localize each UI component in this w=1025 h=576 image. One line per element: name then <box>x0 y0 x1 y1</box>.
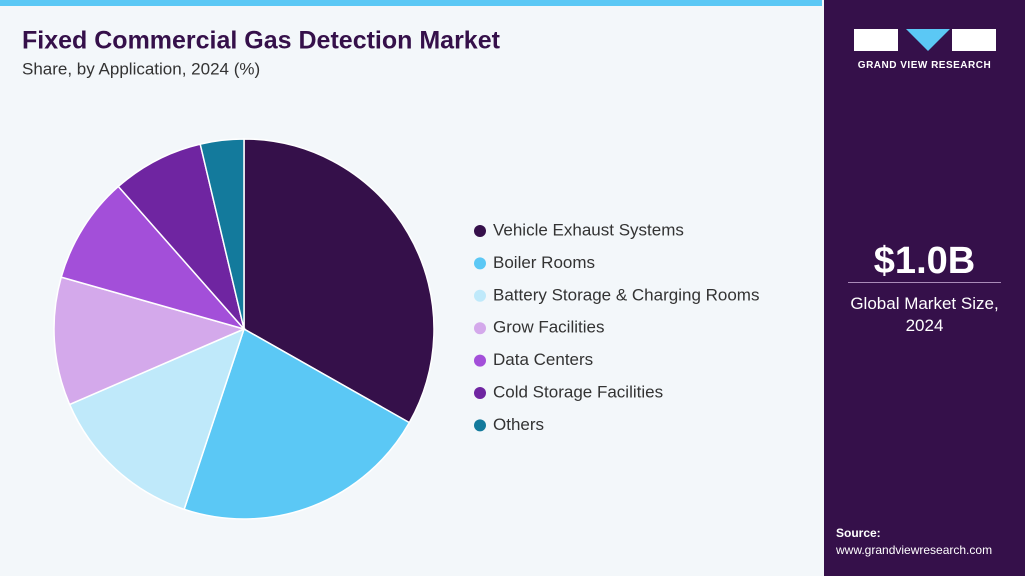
pie-slice <box>183 327 411 520</box>
brand: GRAND VIEW RESEARCH <box>857 60 992 71</box>
legend-label: Boiler Rooms <box>493 253 595 272</box>
logo-block <box>854 29 898 51</box>
chart: Fixed Commercial Gas Detection Market Sh… <box>22 27 759 520</box>
legend-label: Battery Storage & Charging Rooms <box>493 285 759 304</box>
legend-swatch <box>474 354 486 367</box>
chart-subtitle: Share, by Application, 2024 (%) <box>22 59 260 78</box>
legend-swatch <box>474 257 486 270</box>
logo-block <box>952 29 996 51</box>
legend-swatch <box>474 225 486 237</box>
divider <box>848 282 1001 283</box>
legend-label: Grow Facilities <box>493 318 604 337</box>
legend-swatch <box>474 387 486 399</box>
pie-slice <box>117 143 245 330</box>
pie-slice <box>68 327 246 511</box>
pie-slice <box>60 185 247 331</box>
pie-slice <box>53 276 247 406</box>
legend-label: Others <box>493 415 544 434</box>
sidebar: GRAND VIEW RESEARCH $1.0B Global Market … <box>824 0 1025 576</box>
pie-slice <box>243 138 435 424</box>
market-size: $1.0B <box>873 240 976 282</box>
logo-triangle <box>906 29 950 51</box>
source-label: Source: <box>836 526 881 540</box>
legend-swatch <box>474 322 486 335</box>
market-size-label: Global Market Size, 2024 <box>850 294 999 335</box>
top-bar <box>0 0 822 6</box>
source-url: www.grandviewresearch.com <box>836 543 993 557</box>
legend-swatch <box>474 419 486 432</box>
pie-slice <box>199 138 245 330</box>
legend-swatch <box>474 289 486 302</box>
legend-label: Vehicle Exhaust Systems <box>493 220 684 239</box>
legend-label: Cold Storage Facilities <box>493 382 663 401</box>
chart-title: Fixed Commercial Gas Detection Market <box>22 27 501 55</box>
legend-label: Data Centers <box>493 350 593 369</box>
logo <box>854 29 996 51</box>
